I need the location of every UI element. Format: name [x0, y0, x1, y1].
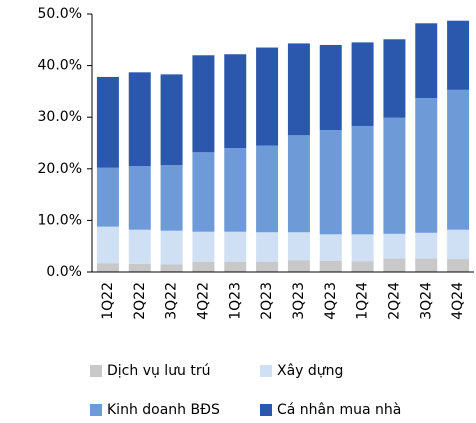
bar-segment: [415, 232, 438, 259]
bar-segment: [287, 43, 310, 136]
bar-segment: [192, 152, 215, 232]
legend-label: Dịch vụ lưu trú: [107, 363, 211, 379]
bar-segment: [192, 231, 215, 262]
legend-label: Kinh doanh BĐS: [107, 402, 220, 418]
bar-segment: [319, 44, 342, 131]
bar-segment: [319, 260, 342, 272]
bar-segment: [128, 72, 151, 167]
x-tick-label: 3Q23: [291, 282, 307, 320]
y-tick-label: 50.0%: [38, 6, 82, 22]
bar-segment: [128, 166, 151, 230]
bar-segment: [160, 74, 183, 166]
bar-segment: [224, 148, 247, 232]
bar-segment: [415, 23, 438, 99]
x-tick-label: 1Q22: [100, 282, 116, 320]
x-tick-label: 4Q23: [323, 282, 339, 320]
bar-segment: [351, 234, 374, 262]
bar-segment: [287, 260, 310, 272]
legend-swatch: [260, 404, 272, 416]
x-tick-label: 3Q24: [418, 282, 434, 320]
bar-segment: [319, 234, 342, 261]
y-tick-label: 20.0%: [38, 161, 82, 177]
bar-segment: [128, 229, 151, 264]
legend-swatch: [90, 404, 102, 416]
bar-segment: [96, 226, 119, 264]
bar-segment: [383, 233, 406, 259]
bar-segment: [415, 98, 438, 233]
bar-segment: [160, 165, 183, 231]
bar-segment: [96, 263, 119, 272]
bar-segment: [287, 232, 310, 261]
x-tick-label: 4Q24: [450, 282, 466, 320]
bar-segment: [447, 229, 470, 260]
bar-segment: [319, 130, 342, 235]
legend-label: Cá nhân mua nhà: [277, 402, 401, 418]
x-tick-label: 2Q22: [132, 282, 148, 320]
bar-segment: [383, 117, 406, 234]
y-tick-label: 30.0%: [38, 109, 82, 125]
bar-segment: [96, 76, 119, 168]
bar-segment: [447, 89, 470, 230]
bar-segment: [160, 264, 183, 272]
y-tick-label: 0.0%: [46, 264, 82, 280]
bar-segment: [256, 145, 279, 233]
bar-segment: [447, 20, 470, 90]
legend-label: Xây dựng: [277, 363, 343, 379]
bar-segment: [351, 125, 374, 235]
y-tick-label: 10.0%: [38, 212, 82, 228]
bar-segment: [128, 263, 151, 272]
legend-swatch: [90, 365, 102, 377]
bar-segment: [383, 258, 406, 272]
bar-segment: [224, 261, 247, 272]
bar-segment: [160, 230, 183, 265]
x-tick-label: 1Q24: [355, 282, 371, 320]
bar-segment: [415, 258, 438, 272]
bar-segment: [287, 135, 310, 233]
bar-segment: [96, 167, 119, 227]
bar-segment: [224, 54, 247, 149]
x-tick-label: 3Q22: [164, 282, 180, 320]
x-tick-label: 4Q22: [195, 282, 211, 320]
x-tick-label: 2Q23: [259, 282, 275, 320]
bar-segment: [256, 232, 279, 262]
bar-segment: [256, 47, 279, 146]
bar-segment: [351, 42, 374, 126]
bar-segment: [256, 261, 279, 272]
bar-segment: [192, 261, 215, 272]
bar-segment: [351, 261, 374, 272]
bar-segment: [383, 39, 406, 118]
bar-segment: [192, 55, 215, 153]
bar-segment: [447, 259, 470, 272]
x-tick-label: 1Q23: [227, 282, 243, 320]
x-tick-label: 2Q24: [386, 282, 402, 320]
bar-segment: [224, 231, 247, 262]
legend-swatch: [260, 365, 272, 377]
y-tick-label: 40.0%: [38, 58, 82, 74]
